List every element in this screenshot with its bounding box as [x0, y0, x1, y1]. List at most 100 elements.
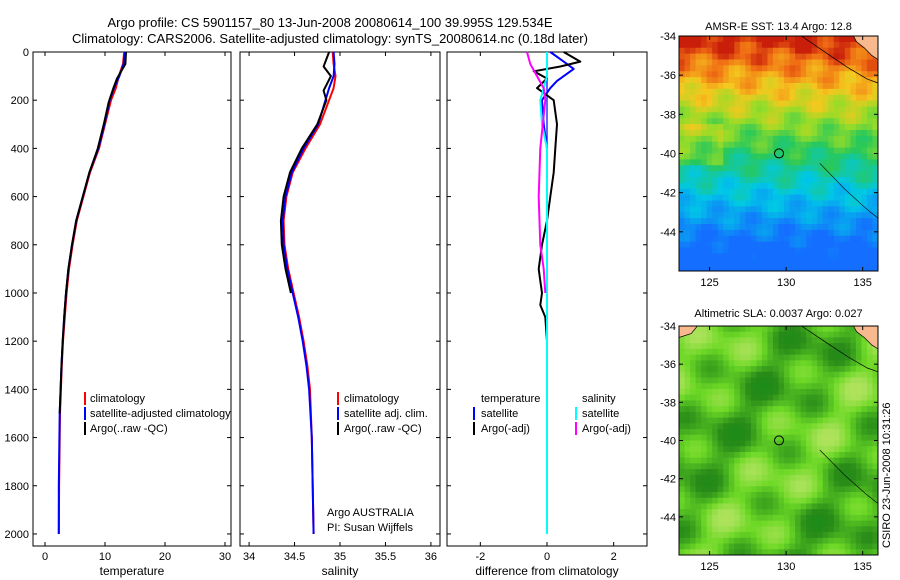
map-cell [833, 77, 840, 84]
map-cell [745, 406, 752, 413]
map-cell [866, 100, 873, 107]
map-cell [789, 514, 796, 522]
map-cell [855, 549, 862, 556]
map-cell [817, 532, 824, 539]
map-cell [739, 383, 746, 390]
map-cell [778, 159, 785, 166]
map-cell [756, 532, 763, 539]
map-cell [756, 118, 763, 125]
map-cell [695, 411, 702, 419]
map-cell [789, 457, 796, 464]
map-cell [789, 509, 796, 516]
map-cell [789, 253, 796, 260]
map-cell [717, 440, 724, 447]
map-cell [690, 440, 696, 447]
map-cell [789, 360, 796, 367]
map-cell [690, 153, 696, 160]
map-cell [839, 206, 846, 213]
map-cell [684, 411, 691, 419]
map-cell [701, 112, 708, 119]
map-cell [806, 457, 813, 464]
map-cell [717, 124, 724, 131]
map-cell [789, 411, 796, 419]
map-cell [844, 100, 851, 107]
x-tick-label: 10 [99, 551, 111, 563]
map-cell [761, 497, 768, 504]
map-cell [739, 147, 746, 154]
legend-label: Argo(-adj) [582, 423, 631, 435]
map-cell [712, 411, 719, 419]
map-cell [828, 159, 835, 166]
map-cell [728, 354, 735, 361]
map-cell [861, 451, 868, 459]
map-cell [756, 469, 763, 476]
map-cell [861, 88, 868, 96]
map-cell [833, 388, 840, 396]
map-cell [806, 343, 813, 350]
map-cell [756, 135, 763, 143]
map-cell [784, 377, 790, 384]
map-cell [684, 100, 691, 107]
map-cell [789, 497, 796, 504]
map-cell [745, 135, 752, 143]
map-cell [695, 383, 702, 390]
map-cell [679, 537, 685, 544]
map-cell [800, 451, 807, 459]
map-cell [833, 469, 840, 476]
map-cell [767, 469, 774, 476]
map-cell [822, 36, 829, 43]
map-cell [844, 360, 851, 367]
map-cell [795, 526, 802, 533]
map-cell [861, 366, 868, 373]
map-cell [866, 457, 873, 464]
map-cell [784, 88, 790, 96]
map-cell [734, 451, 741, 459]
map-cell [756, 53, 763, 60]
map-cell [723, 59, 730, 66]
map-cell [828, 497, 835, 504]
map-cell [684, 417, 691, 424]
map-cell [839, 171, 846, 178]
map-cell [784, 65, 790, 72]
map-cell [750, 135, 757, 143]
map-cell [750, 543, 757, 550]
map-cell [679, 194, 685, 201]
map-cell [761, 423, 768, 430]
map-cell [723, 549, 730, 556]
map-cell [800, 147, 807, 154]
map-cell [828, 451, 835, 459]
map-cell [861, 65, 868, 72]
map-cell [855, 469, 862, 476]
map-cell [866, 241, 873, 248]
map-cell [723, 165, 730, 172]
map-cell [784, 253, 790, 260]
map-cell [844, 520, 851, 527]
map-cell [712, 118, 719, 125]
map-cell [778, 77, 785, 84]
map-cell [872, 253, 879, 260]
map-cell [855, 388, 862, 396]
map-cell [690, 537, 696, 544]
map-cell [817, 457, 824, 464]
map-cell [690, 88, 696, 96]
map-cell [789, 59, 796, 66]
x-axis-label: difference from climatology [475, 564, 618, 578]
map-cell [789, 383, 796, 390]
map-cell [855, 497, 862, 504]
map-cell [723, 406, 730, 413]
map-cell [717, 451, 724, 459]
map-cell [850, 53, 857, 60]
map-cell [734, 194, 741, 201]
map-cell [767, 94, 774, 102]
map-cell [839, 218, 846, 225]
map-cell [706, 343, 713, 350]
map-cell [712, 486, 719, 493]
map-cell [778, 469, 785, 476]
map-cell [833, 463, 840, 470]
map-cell [833, 147, 840, 154]
map-cell [855, 474, 862, 481]
map-cell [811, 259, 818, 266]
map-cell [701, 520, 708, 527]
map-cell [723, 423, 730, 430]
map-cell [739, 83, 746, 90]
